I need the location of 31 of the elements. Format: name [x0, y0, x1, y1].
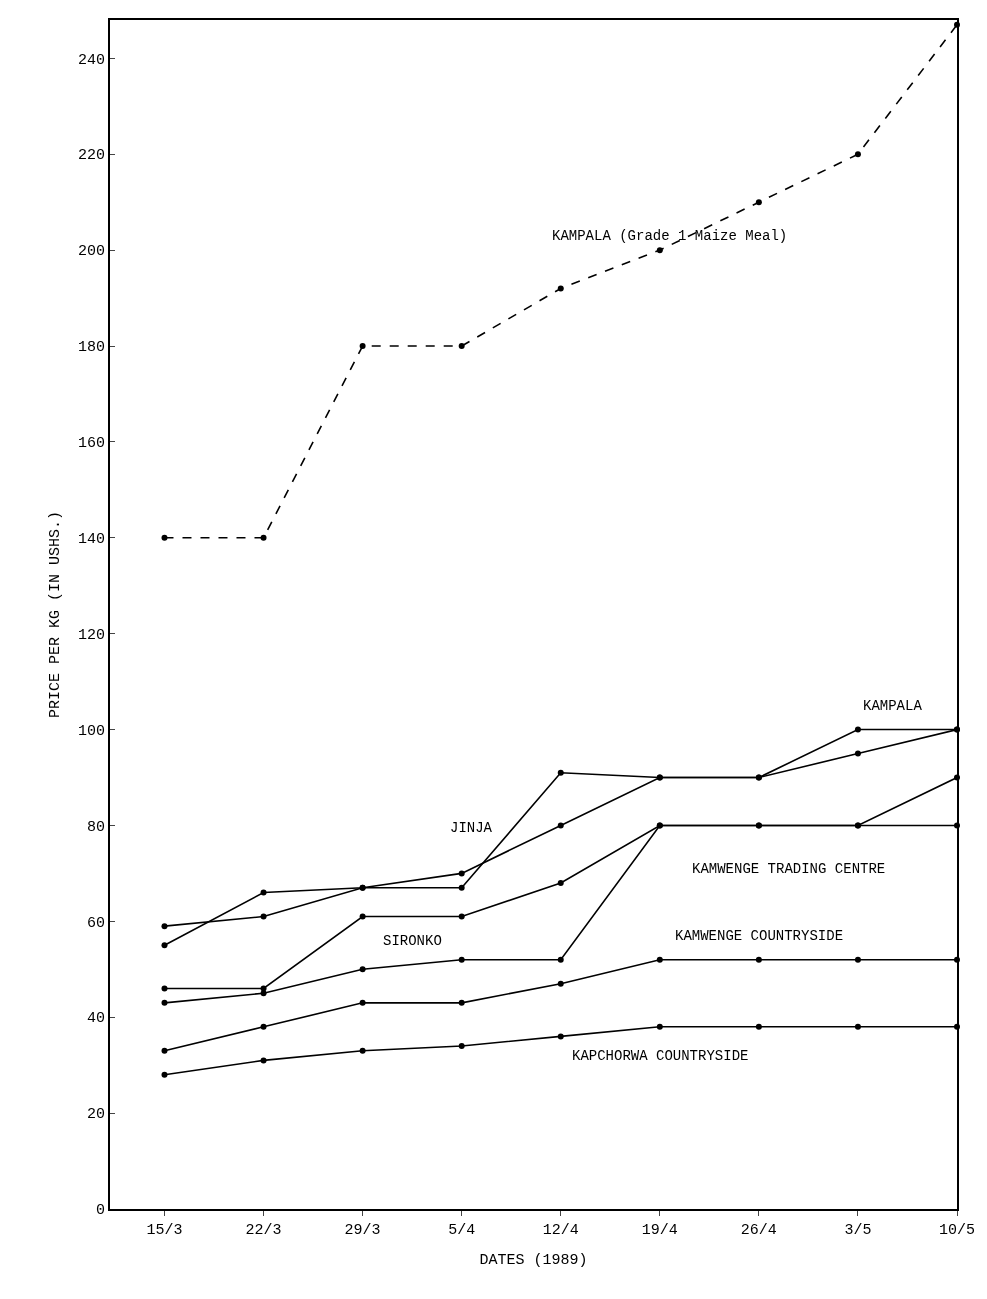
x-tick-label: 5/4: [448, 1222, 476, 1239]
y-tick-label: 20: [86, 1106, 105, 1124]
x-tick-label: 12/4: [542, 1222, 579, 1239]
y-tick-label: 40: [86, 1010, 105, 1028]
y-tick-label: 240: [77, 51, 105, 69]
x-tick-label: 22/3: [245, 1222, 282, 1239]
y-tick-label: 160: [77, 435, 105, 453]
series-label: KAMPALA (Grade 1 Maize Meal): [552, 228, 788, 244]
y-tick-label: 120: [77, 626, 105, 644]
x-tick-label: 29/3: [344, 1222, 381, 1239]
x-tick-label: 15/3: [146, 1222, 183, 1239]
y-tick-label: 140: [77, 531, 105, 549]
x-axis-title: DATES (1989): [479, 1251, 588, 1269]
series-label: SIRONKO: [383, 933, 442, 949]
series-label: JINJA: [450, 820, 493, 836]
y-tick-label: 220: [77, 147, 105, 165]
y-tick-label: 180: [77, 339, 105, 357]
y-tick-label: 60: [86, 914, 105, 932]
series-label: KAPCHORWA COUNTRYSIDE: [572, 1048, 749, 1064]
y-tick-label: 100: [77, 722, 105, 740]
series-label: KAMPALA: [863, 698, 923, 714]
series-label: KAMWENGE COUNTRYSIDE: [675, 928, 844, 944]
y-tick-label: 0: [95, 1202, 105, 1220]
y-tick-label: 80: [86, 818, 105, 836]
y-tick-label: 200: [77, 243, 105, 261]
x-tick-label: 3/5: [844, 1222, 872, 1239]
x-tick-label: 19/4: [641, 1222, 678, 1239]
x-tick-label: 26/4: [740, 1222, 777, 1239]
text: KAMWENGE TRADING CENTRE: [692, 861, 886, 877]
y-axis-title: PRICE PER KG (IN USHS.): [46, 510, 64, 719]
x-tick-label: 10/5: [938, 1222, 976, 1239]
